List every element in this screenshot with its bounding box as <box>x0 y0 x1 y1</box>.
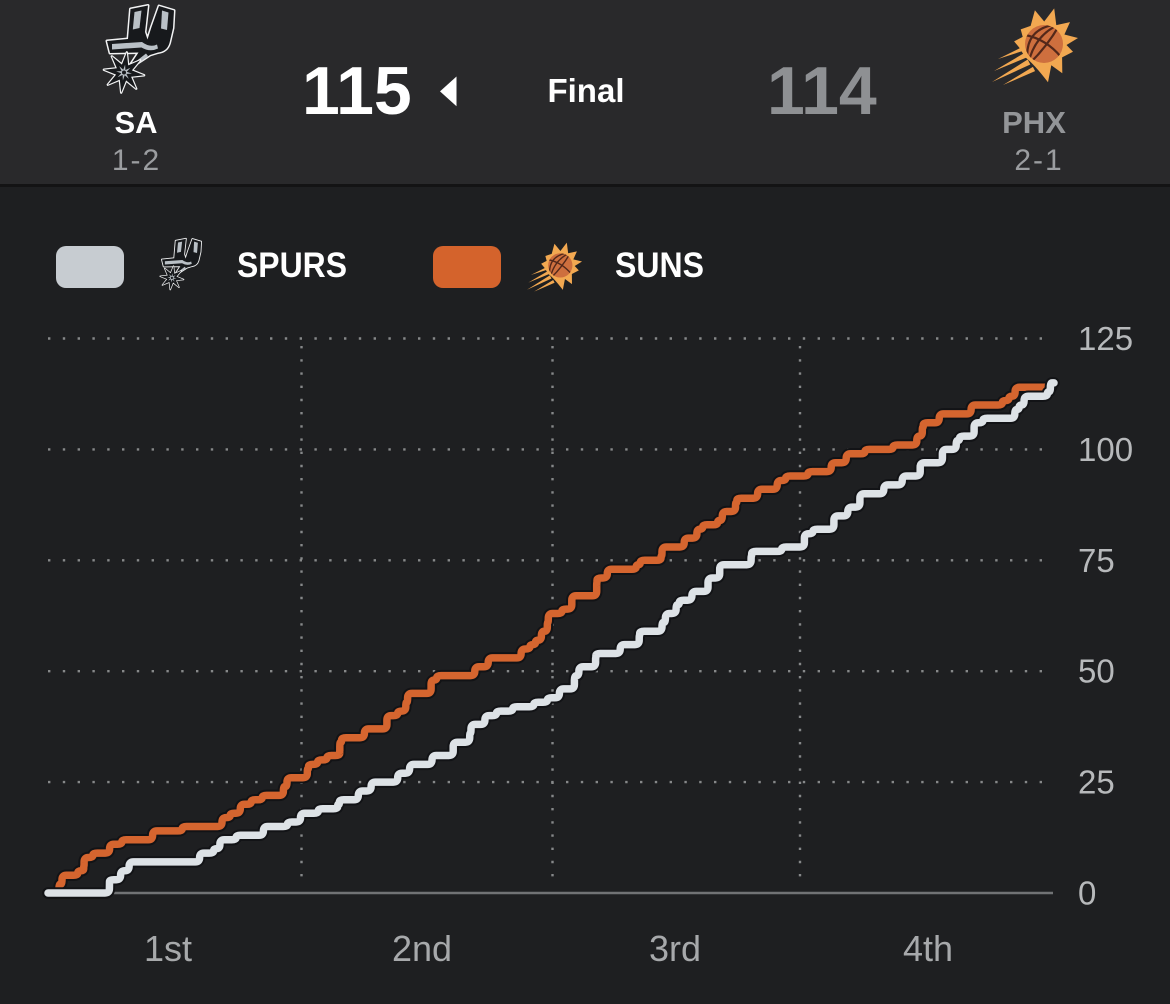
svg-text:125: 125 <box>1078 320 1133 357</box>
svg-text:75: 75 <box>1078 542 1115 579</box>
svg-text:1st: 1st <box>144 928 192 969</box>
svg-text:115: 115 <box>302 53 412 129</box>
svg-text:3rd: 3rd <box>649 928 701 969</box>
svg-text:0: 0 <box>1078 875 1096 912</box>
svg-text:4th: 4th <box>903 928 953 969</box>
svg-text:SA: SA <box>114 105 157 140</box>
svg-text:100: 100 <box>1078 431 1133 468</box>
svg-text:2nd: 2nd <box>392 928 452 969</box>
svg-text:PHX: PHX <box>1002 105 1066 140</box>
svg-text:25: 25 <box>1078 764 1115 801</box>
svg-text:50: 50 <box>1078 653 1115 690</box>
svg-text:114: 114 <box>767 53 877 129</box>
svg-text:2-1: 2-1 <box>1014 144 1063 177</box>
svg-text:SPURS: SPURS <box>237 246 347 285</box>
svg-text:SUNS: SUNS <box>615 246 704 285</box>
svg-text:Final: Final <box>547 72 624 109</box>
svg-text:1-2: 1-2 <box>112 144 161 177</box>
